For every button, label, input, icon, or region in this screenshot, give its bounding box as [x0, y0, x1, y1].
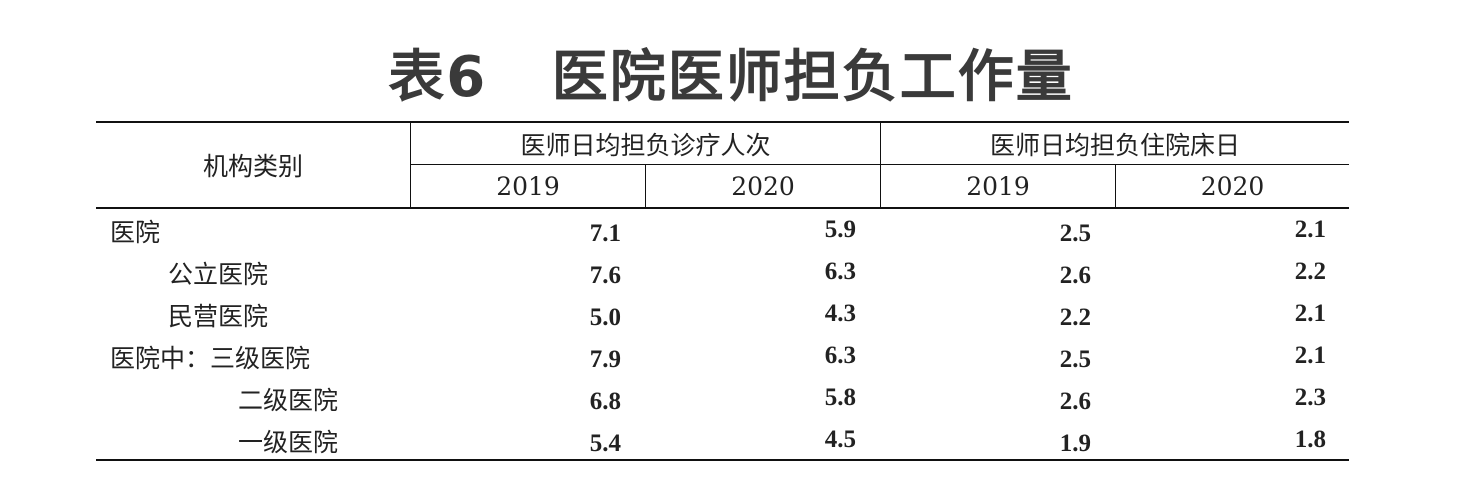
- row-header-label: 机构类别: [202, 152, 303, 181]
- header-divider: [645, 165, 646, 208]
- header-divider: [1115, 165, 1116, 208]
- cell-visits-2019: 6.8: [589, 388, 621, 415]
- header-middle-rule: [410, 164, 1349, 165]
- year-header-beddays-2020: 2020: [1200, 171, 1265, 201]
- row-label: 一级医院: [238, 428, 339, 457]
- cell-beddays-2019: 1.9: [1059, 430, 1091, 457]
- table-row: 一级医院 5.4 4.5 1.9 1.8: [96, 422, 1349, 464]
- cell-beddays-2020: 2.3: [1294, 384, 1326, 411]
- cell-visits-2019: 7.1: [589, 220, 621, 247]
- cell-beddays-2019: 2.5: [1059, 220, 1091, 247]
- header-divider: [410, 121, 411, 208]
- cell-visits-2020: 5.8: [824, 384, 856, 411]
- year-header-beddays-2019: 2019: [966, 171, 1030, 201]
- header-bottom-rule: [96, 207, 1349, 209]
- cell-visits-2020: 4.5: [824, 426, 856, 453]
- group-header-beddays: 医师日均担负住院床日: [989, 130, 1240, 160]
- cell-visits-2019: 5.0: [589, 304, 621, 331]
- table-title: 表6 医院医师担负工作量: [388, 45, 1074, 110]
- cell-beddays-2020: 2.2: [1294, 258, 1326, 285]
- cell-beddays-2019: 2.6: [1059, 388, 1091, 415]
- cell-visits-2020: 5.9: [824, 216, 856, 243]
- cell-visits-2019: 7.6: [589, 262, 621, 289]
- table-row: 医院中：三级医院 7.9 6.3 2.5 2.1: [96, 338, 1349, 380]
- row-label: 二级医院: [238, 386, 339, 415]
- table-top-rule: [96, 121, 1349, 123]
- cell-beddays-2019: 2.6: [1059, 262, 1091, 289]
- cell-visits-2020: 4.3: [824, 300, 856, 327]
- row-label: 医院中：三级医院: [110, 344, 311, 373]
- year-header-visits-2020: 2020: [731, 171, 795, 201]
- table-row: 二级医院 6.8 5.8 2.6 2.3: [96, 380, 1349, 422]
- cell-beddays-2019: 2.5: [1059, 346, 1091, 373]
- group-header-visits: 医师日均担负诊疗人次: [520, 130, 771, 160]
- cell-beddays-2020: 2.1: [1294, 300, 1326, 327]
- row-label: 医院: [110, 218, 161, 247]
- cell-visits-2020: 6.3: [824, 258, 856, 285]
- row-label: 公立医院: [168, 260, 269, 289]
- table-row: 民营医院 5.0 4.3 2.2 2.1: [96, 296, 1349, 338]
- row-label: 民营医院: [168, 302, 269, 331]
- header-divider: [880, 121, 881, 208]
- year-header-visits-2019: 2019: [496, 171, 560, 201]
- cell-visits-2019: 5.4: [589, 430, 621, 457]
- cell-visits-2019: 7.9: [589, 346, 621, 373]
- table-bottom-rule: [96, 459, 1349, 461]
- cell-beddays-2020: 2.1: [1294, 216, 1326, 243]
- cell-beddays-2020: 1.8: [1294, 426, 1326, 453]
- cell-visits-2020: 6.3: [824, 342, 856, 369]
- cell-beddays-2019: 2.2: [1059, 304, 1091, 331]
- cell-beddays-2020: 2.1: [1294, 342, 1326, 369]
- table-row: 公立医院 7.6 6.3 2.6 2.2: [96, 254, 1349, 296]
- table-row: 医院 7.1 5.9 2.5 2.1: [96, 212, 1349, 254]
- workload-table: 机构类别 医师日均担负诊疗人次 医师日均担负住院床日 2019 2020 201…: [96, 121, 1349, 461]
